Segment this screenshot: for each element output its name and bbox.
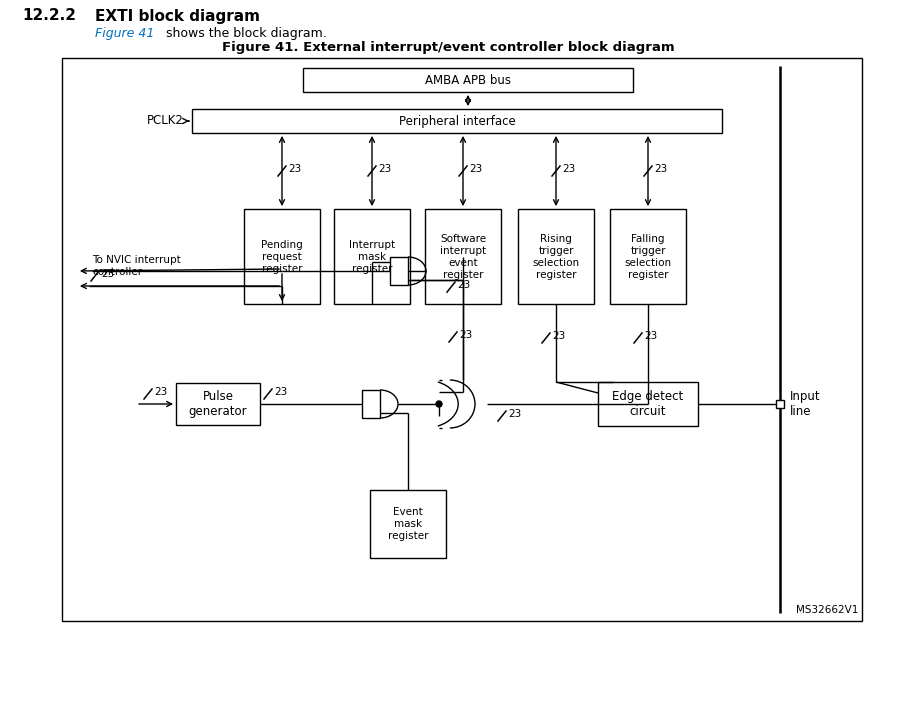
Text: 23: 23 <box>469 164 483 174</box>
Text: 23: 23 <box>552 331 565 341</box>
Bar <box>425 209 501 304</box>
Text: Software
interrupt
event
register: Software interrupt event register <box>440 233 486 279</box>
Text: Figure 41: Figure 41 <box>95 26 154 40</box>
Text: 23: 23 <box>288 164 301 174</box>
Text: 23: 23 <box>459 330 472 340</box>
Text: Pulse
generator: Pulse generator <box>188 390 248 418</box>
Bar <box>610 209 686 304</box>
Text: 23: 23 <box>154 387 167 397</box>
Text: shows the block diagram.: shows the block diagram. <box>162 26 327 40</box>
Text: Event
mask
register: Event mask register <box>388 507 428 541</box>
Text: 23: 23 <box>562 164 575 174</box>
Circle shape <box>436 401 442 407</box>
Text: 23: 23 <box>457 280 470 290</box>
Text: 23: 23 <box>101 269 114 279</box>
Bar <box>192 109 722 133</box>
Text: Interrupt
mask
register: Interrupt mask register <box>349 240 395 274</box>
Text: EXTI block diagram: EXTI block diagram <box>95 9 260 23</box>
Bar <box>390 257 408 285</box>
Bar <box>334 209 410 304</box>
Text: MS32662V1: MS32662V1 <box>796 605 858 615</box>
Bar <box>303 68 633 92</box>
Bar <box>176 383 260 425</box>
Text: Rising
trigger
selection
register: Rising trigger selection register <box>533 233 579 279</box>
Text: 23: 23 <box>378 164 391 174</box>
Text: Peripheral interface: Peripheral interface <box>398 114 516 128</box>
Text: Pending
request
register: Pending request register <box>261 240 303 274</box>
Bar <box>518 209 594 304</box>
Text: Input
line: Input line <box>790 390 821 418</box>
Text: Figure 41. External interrupt/event controller block diagram: Figure 41. External interrupt/event cont… <box>222 42 675 55</box>
Text: 23: 23 <box>274 387 287 397</box>
Text: Falling
trigger
selection
register: Falling trigger selection register <box>624 233 672 279</box>
Bar <box>598 382 698 426</box>
Text: 23: 23 <box>654 164 667 174</box>
Bar <box>362 390 380 418</box>
Text: 23: 23 <box>508 409 521 419</box>
Text: 12.2.2: 12.2.2 <box>22 9 76 23</box>
Bar <box>244 209 320 304</box>
Text: 23: 23 <box>644 331 658 341</box>
Bar <box>370 490 446 558</box>
Text: To NVIC interrupt
controller: To NVIC interrupt controller <box>92 255 181 277</box>
Text: Edge detect
circuit: Edge detect circuit <box>613 390 684 418</box>
Text: AMBA APB bus: AMBA APB bus <box>425 74 511 86</box>
Bar <box>776 400 784 408</box>
Text: PCLK2: PCLK2 <box>147 114 184 128</box>
Bar <box>62 58 862 621</box>
